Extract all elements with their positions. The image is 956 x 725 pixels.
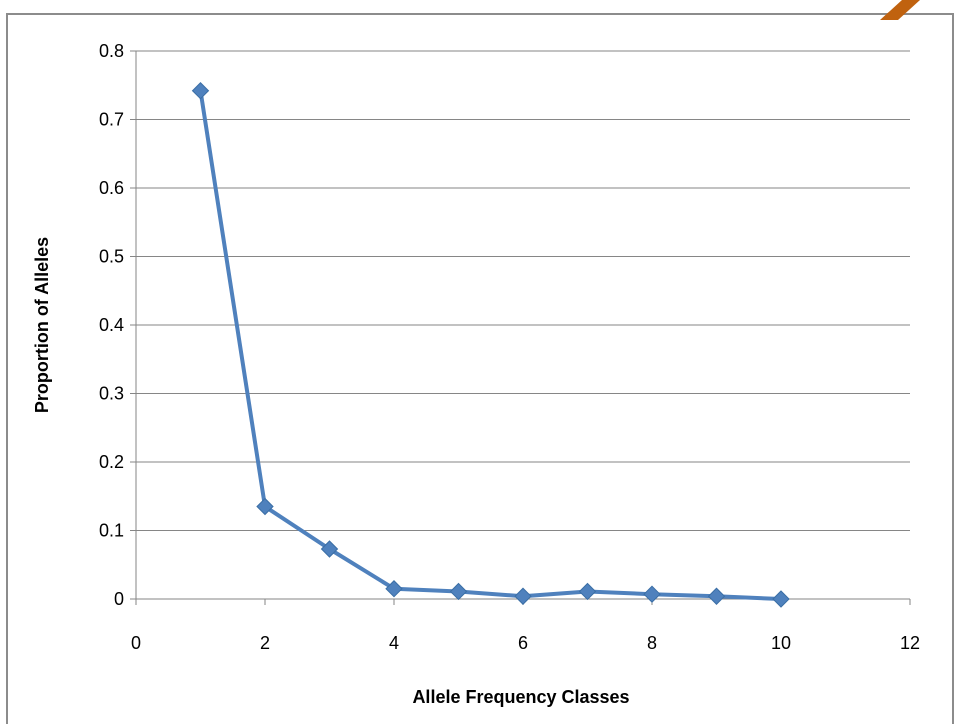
y-tick-label-8: 0.8 (99, 41, 124, 61)
data-point-7 (578, 582, 597, 601)
data-point-5 (449, 582, 468, 601)
data-point-1 (191, 82, 210, 100)
y-tick-label-3: 0.3 (99, 384, 124, 404)
x-tick-label-5: 10 (771, 633, 791, 653)
data-series (191, 82, 790, 608)
x-axis-title: Allele Frequency Classes (412, 687, 629, 707)
y-axis-title: Proportion of Alleles (32, 237, 52, 413)
data-point-2 (256, 497, 274, 516)
y-tick-label-0: 0 (114, 589, 124, 609)
y-tick-label-7: 0.7 (99, 110, 124, 130)
data-point-10 (772, 590, 790, 608)
y-tick-label-2: 0.2 (99, 452, 124, 472)
data-point-8 (643, 585, 661, 603)
x-tick-label-6: 12 (900, 633, 920, 653)
series-line-0 (198, 90, 782, 601)
data-point-6 (514, 587, 532, 605)
data-point-3 (320, 540, 339, 558)
x-tick-label-4: 8 (647, 633, 657, 653)
x-tick-label-1: 2 (260, 633, 270, 653)
x-tick-label-3: 6 (518, 633, 528, 653)
y-tick-label-6: 0.6 (99, 178, 124, 198)
y-tick-labels: 0 0.1 0.2 0.3 0.4 0.5 0.6 0.7 0.8 (99, 41, 124, 609)
y-tick-label-1: 0.1 (99, 521, 124, 541)
y-tick-label-5: 0.5 (99, 247, 124, 267)
x-tick-label-0: 0 (131, 633, 141, 653)
gridlines (136, 50, 910, 531)
x-tick-labels: 0 2 4 6 8 10 12 (131, 633, 920, 653)
x-tick-label-2: 4 (389, 633, 399, 653)
data-point-4 (385, 580, 403, 598)
data-point-9 (707, 587, 726, 605)
axes (130, 50, 911, 605)
y-tick-label-4: 0.4 (99, 315, 124, 335)
chart-frame (6, 13, 954, 724)
